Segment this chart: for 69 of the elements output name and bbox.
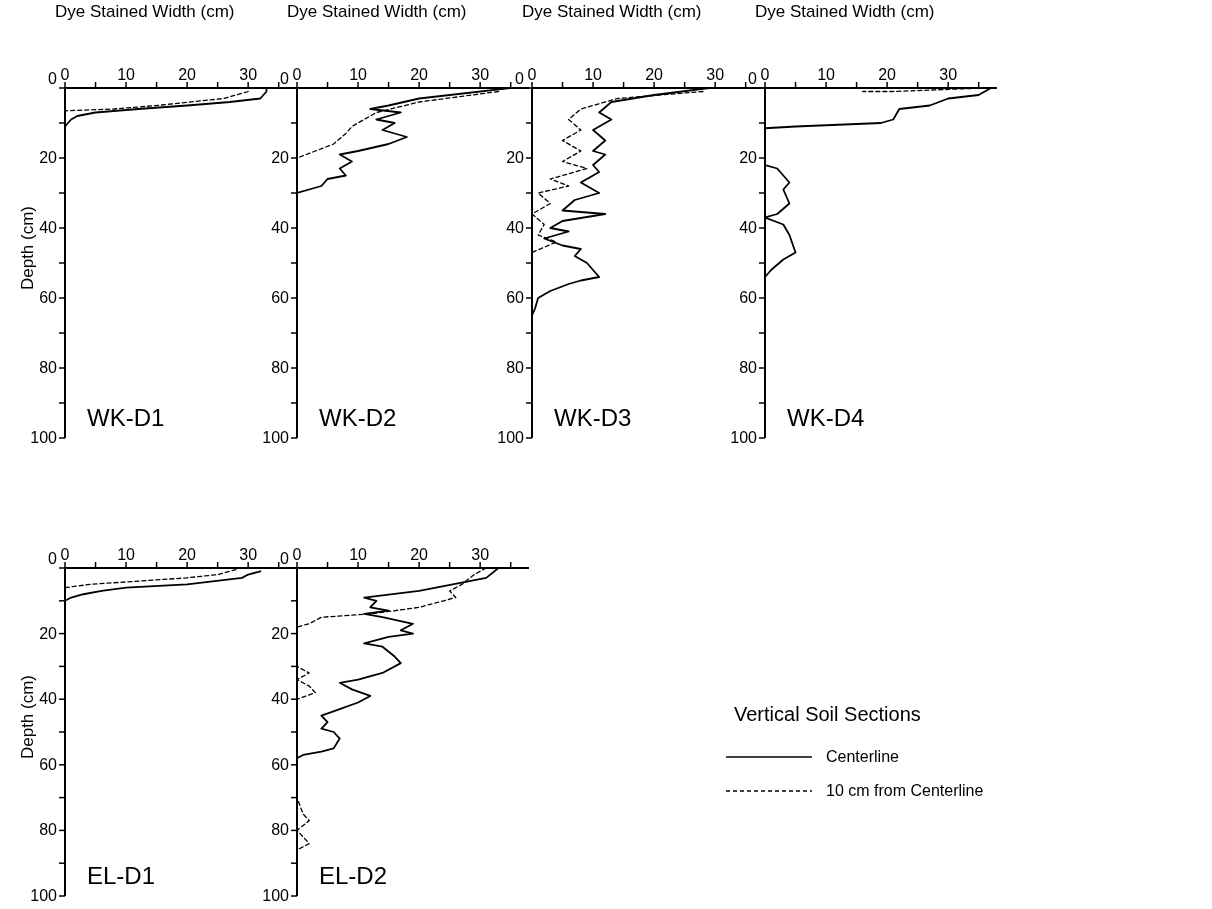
y-tick-label: 20 (739, 149, 758, 166)
y-tick-label: 100 (30, 887, 58, 904)
text: WK-D3 (554, 404, 632, 432)
x-tick-label: 10 (117, 546, 136, 563)
x-tick-label: 30 (239, 546, 258, 563)
y-tick-label: 80 (271, 359, 290, 376)
y-tick-label: 20 (506, 149, 525, 166)
x-tick-label: 0 (527, 66, 537, 83)
y-tick-label: 100 (730, 429, 758, 446)
x-tick-label: 0 (60, 546, 70, 563)
y-tick-label: 60 (739, 289, 758, 306)
x-axis-title: Dye Stained Width (cm) (755, 2, 936, 22)
y-axis-title: Depth (cm) (18, 673, 38, 762)
x-tick-label: 10 (349, 66, 368, 83)
x-tick-label: 30 (471, 66, 490, 83)
text: Centerline (826, 748, 899, 766)
text: WK-D2 (319, 404, 397, 432)
y-tick-label: 60 (39, 289, 58, 306)
y-tick-label: 60 (271, 755, 290, 773)
x-tick-label: 0 (60, 66, 70, 83)
y-tick-label: 100 (262, 887, 290, 904)
y-tick-label: 100 (497, 429, 525, 446)
x-axis-title: Dye Stained Width (cm) (55, 2, 235, 21)
x-tick-label: 20 (178, 546, 197, 563)
x-tick-label: 10 (349, 546, 368, 563)
y-tick-label: 20 (271, 149, 290, 166)
y-tick-label: 80 (739, 359, 758, 376)
x-tick-label: 0 (760, 66, 770, 83)
y-tick-label: 60 (506, 289, 525, 306)
y-axis-title: Depth (cm) (18, 204, 38, 293)
y-tick-label: 100 (30, 429, 58, 446)
x-tick-label: 20 (178, 66, 197, 83)
x-tick-label: 30 (471, 546, 490, 563)
x-tick-label: 10 (117, 66, 136, 83)
y-tick-label: 60 (39, 755, 58, 773)
x-tick-label: 20 (410, 66, 429, 83)
text: EL-D2 (319, 862, 388, 890)
legend-title: Vertical Soil Sections (734, 703, 922, 726)
y-tick-label: 40 (39, 219, 58, 236)
x-tick-label: 30 (939, 66, 958, 83)
y-tick-label: 80 (271, 821, 290, 839)
x-axis-title: Dye Stained Width (cm) (522, 2, 702, 21)
x-tick-label: 30 (239, 66, 258, 83)
x-tick-label: 30 (706, 66, 725, 83)
y-tick-label: 80 (39, 821, 58, 839)
text: WK-D4 (787, 404, 865, 432)
text: WK-D1 (87, 404, 165, 432)
text: EL-D1 (87, 862, 156, 890)
y-tick-label: 20 (39, 149, 58, 166)
x-tick-label: 10 (817, 66, 836, 83)
y-tick-label: 40 (271, 219, 290, 236)
y-tick-label: 40 (739, 219, 758, 236)
x-tick-label: 10 (584, 66, 603, 83)
text: 10 cm from Centerline (826, 782, 984, 800)
y-tick-label: 40 (39, 690, 58, 708)
x-tick-label: 0 (292, 66, 302, 83)
y-tick-label: 40 (506, 219, 525, 236)
x-tick-label: 20 (878, 66, 897, 83)
y-tick-label: 80 (506, 359, 525, 376)
x-axis-title: Dye Stained Width (cm) (287, 2, 467, 21)
x-tick-label: 20 (645, 66, 664, 83)
y-tick-label: 80 (39, 359, 58, 376)
x-tick-label: 20 (410, 546, 429, 563)
y-tick-label: 20 (39, 624, 58, 642)
y-tick-label: 60 (271, 289, 290, 306)
y-tick-label: 100 (262, 429, 290, 446)
y-tick-label: 20 (271, 624, 290, 642)
y-tick-label: 40 (271, 690, 290, 708)
x-tick-label: 0 (292, 546, 302, 563)
